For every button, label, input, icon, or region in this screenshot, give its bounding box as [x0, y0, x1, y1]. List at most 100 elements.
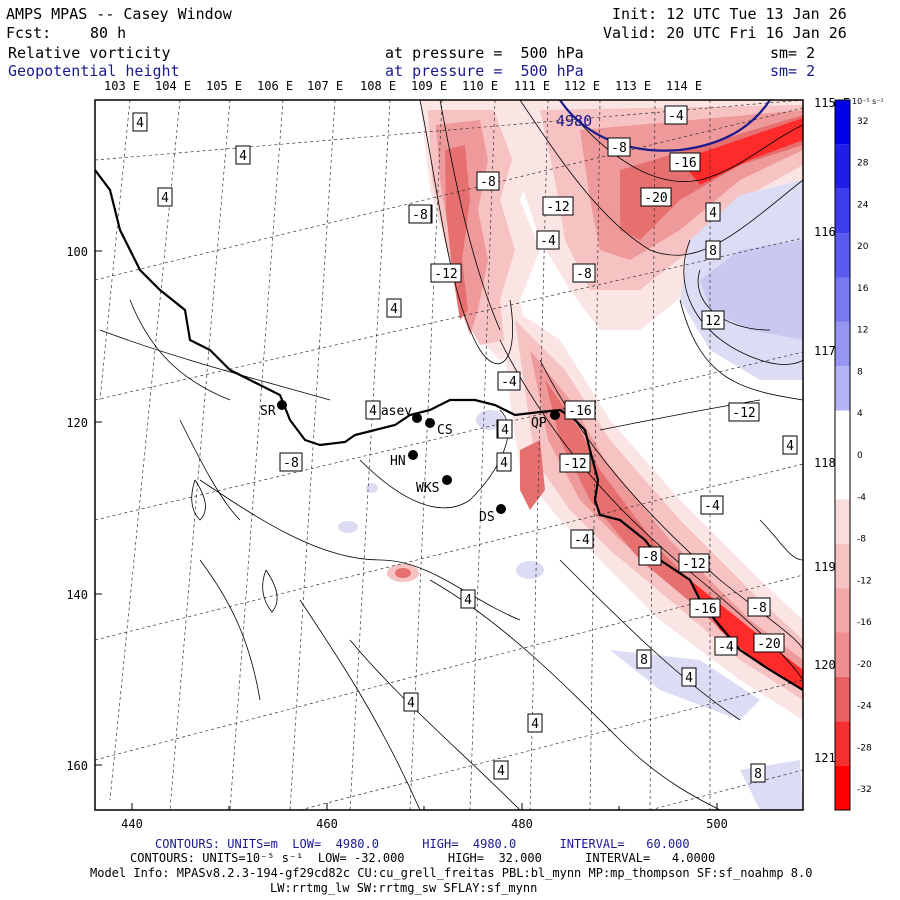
svg-text:-4: -4 — [540, 234, 556, 249]
colorbar-label: -4 — [857, 493, 866, 503]
station-dot-sr — [277, 400, 287, 410]
svg-text:-16: -16 — [568, 404, 591, 419]
svg-text:4: 4 — [497, 764, 505, 779]
map-plot-area: 4980 SR Casey CS HN WKS DS QP 4 4 4 4 -8 -8 -1… — [95, 100, 803, 810]
top-longitude-label: 107 E — [307, 79, 343, 93]
colorbar-label: 24 — [857, 200, 869, 210]
contour-label: 4 — [705, 202, 721, 222]
forecast-label: Fcst: — [6, 24, 52, 42]
contour-label: 4 — [365, 400, 381, 420]
y-tick-label: 140 — [66, 588, 88, 602]
svg-text:8: 8 — [754, 767, 762, 782]
colorbar-label: -28 — [857, 743, 872, 753]
field2-level: at pressure = 500 hPa — [385, 62, 584, 80]
contour-label: -16 — [669, 152, 701, 172]
contour-label: 4 — [132, 112, 148, 132]
y-tick-label: 120 — [66, 416, 88, 430]
station-label-hn: HN — [390, 454, 406, 469]
colorbar-label: -32 — [857, 785, 872, 795]
contour-label: -20 — [640, 187, 672, 207]
svg-text:-12: -12 — [434, 267, 457, 282]
station-label-cs: CS — [437, 423, 453, 438]
colorbar-bin — [835, 765, 850, 810]
top-longitude-label: 110 E — [462, 79, 498, 93]
lat-lon-grid — [95, 100, 803, 810]
top-longitude-label: 103 E — [104, 79, 140, 93]
contour-label: -12 — [678, 553, 710, 573]
svg-text:-8: -8 — [480, 175, 496, 190]
x-tick-label: 460 — [316, 817, 338, 831]
colorbar-frame — [834, 99, 851, 811]
contour-label: 4 — [493, 760, 509, 780]
svg-text:-16: -16 — [693, 602, 716, 617]
colorbar-bin — [835, 499, 850, 544]
svg-text:-4: -4 — [718, 640, 734, 655]
contour-label: -12 — [559, 453, 591, 473]
contour-label: -8 — [476, 171, 500, 191]
contour-label: 4 — [460, 589, 476, 609]
geopotential-label: 4980 — [556, 112, 592, 130]
top-longitude-label: 112 E — [564, 79, 600, 93]
vorticity-spot-core — [395, 568, 411, 578]
valid-time: Valid: 20 UTC Fri 16 Jan 26 — [603, 24, 847, 42]
colorbar-bin — [835, 188, 850, 234]
colorbar-bin — [835, 144, 850, 189]
svg-text:4: 4 — [501, 423, 509, 438]
station-label-sr: SR — [260, 404, 276, 419]
colorbar-units: 10⁻⁵ s⁻¹ — [852, 97, 884, 106]
contour-label: -4 — [664, 105, 688, 125]
colorbar-label: 32 — [857, 117, 868, 127]
svg-text:-8: -8 — [611, 141, 627, 156]
contour-label: -12 — [728, 402, 760, 422]
colorbar-label: -20 — [857, 660, 872, 670]
colorbar-label: 8 — [857, 367, 863, 377]
top-longitude-label: 105 E — [206, 79, 242, 93]
x-tick-label: 440 — [121, 817, 143, 831]
contour-label: -4 — [536, 230, 560, 250]
svg-text:4: 4 — [709, 206, 717, 221]
colorbar-bin — [835, 233, 850, 278]
svg-text:-4: -4 — [501, 375, 517, 390]
field2-name: Geopotential height — [8, 62, 180, 80]
svg-text:-12: -12 — [732, 406, 755, 421]
contour-label: 12 — [701, 310, 725, 330]
app-title: AMPS MPAS -- Casey Window — [6, 5, 232, 23]
field1-name: Relative vorticity — [8, 44, 171, 62]
top-longitude-label: 113 E — [615, 79, 651, 93]
x-tick-label: 480 — [511, 817, 533, 831]
colorbar-label: 4 — [857, 409, 863, 419]
svg-text:-8: -8 — [412, 208, 428, 223]
colorbar-bin — [835, 455, 850, 500]
contour-label: -8 — [572, 263, 596, 283]
svg-text:-20: -20 — [757, 637, 780, 652]
svg-text:4: 4 — [500, 456, 508, 471]
top-longitude-label: 109 E — [411, 79, 447, 93]
contour-label: -12 — [430, 263, 462, 283]
colorbar-bin — [835, 321, 850, 367]
colorbar-bin — [835, 277, 850, 322]
contour-label: -4 — [497, 371, 521, 391]
contour-label: -8 — [607, 137, 631, 157]
contour-label: 8 — [750, 763, 766, 783]
colorbar-label: 16 — [857, 284, 869, 294]
contour-label: -8 — [638, 546, 662, 566]
contour-label: 4 — [497, 419, 513, 439]
svg-text:4: 4 — [685, 671, 693, 686]
colorbar-label: 28 — [857, 159, 869, 169]
colorbar-bin — [835, 676, 850, 722]
contour-label: 4 — [527, 713, 543, 733]
footer-model-info: Model Info: MPASv8.2.3-194-gf29cd82c CU:… — [90, 866, 813, 880]
contour-label: 4 — [782, 435, 798, 455]
colorbar-label: 12 — [857, 326, 868, 336]
contour-label: -4 — [714, 636, 738, 656]
footer-model-info-2: LW:rrtmg_lw SW:rrtmg_sw SFLAY:sf_mynn — [270, 881, 538, 895]
contour-label: -8 — [279, 452, 303, 472]
contour-label: 4 — [157, 187, 173, 207]
colorbar-bin — [835, 632, 850, 677]
station-dot-ds — [496, 504, 506, 514]
contour-label: -12 — [542, 196, 574, 216]
geopotential-contour-4980 — [559, 100, 771, 152]
svg-text:12: 12 — [705, 314, 721, 329]
svg-text:4: 4 — [136, 116, 144, 131]
positive-vorticity-areas — [338, 180, 803, 810]
